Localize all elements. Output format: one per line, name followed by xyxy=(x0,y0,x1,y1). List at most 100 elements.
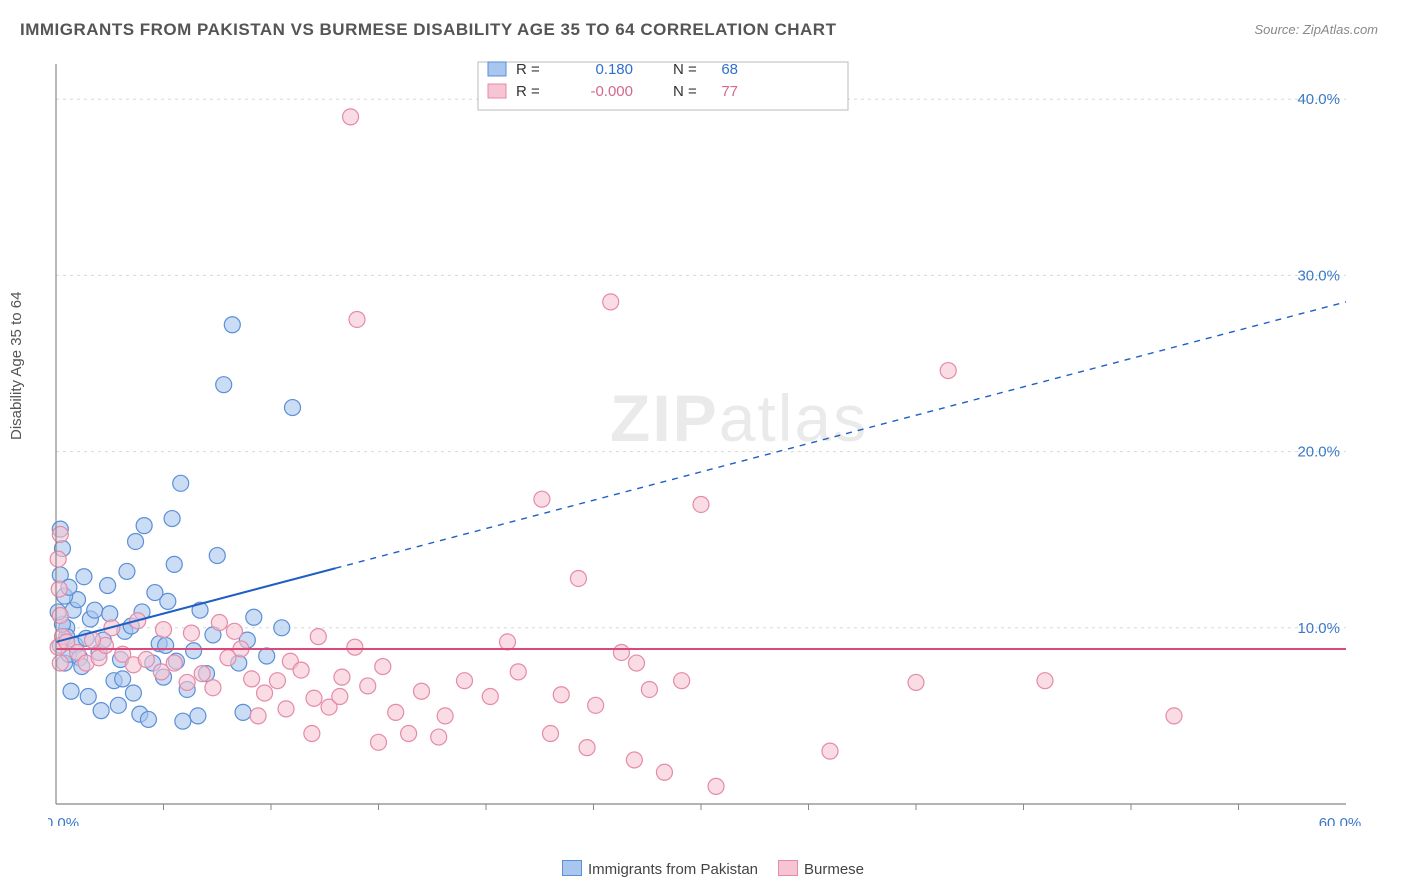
data-point xyxy=(166,655,182,671)
data-point xyxy=(226,623,242,639)
y-tick-label: 20.0% xyxy=(1297,444,1340,461)
legend-n-value: 77 xyxy=(721,83,738,100)
data-point xyxy=(510,664,526,680)
data-point xyxy=(437,708,453,724)
data-point xyxy=(482,689,498,705)
data-point xyxy=(332,689,348,705)
data-point xyxy=(119,563,135,579)
data-point xyxy=(274,620,290,636)
data-point xyxy=(674,673,690,689)
data-point xyxy=(186,643,202,659)
data-point xyxy=(138,652,154,668)
chart-svg: 10.0%20.0%30.0%40.0%0.0%60.0%R =0.180N =… xyxy=(48,56,1378,826)
y-tick-label: 10.0% xyxy=(1297,620,1340,637)
data-point xyxy=(246,609,262,625)
data-point xyxy=(579,740,595,756)
legend-r-value: -0.000 xyxy=(590,83,633,100)
data-point xyxy=(603,294,619,310)
data-point xyxy=(693,496,709,512)
data-point xyxy=(52,607,68,623)
data-point xyxy=(179,674,195,690)
data-point xyxy=(641,681,657,697)
x-tick-label: 0.0% xyxy=(48,815,79,826)
data-point xyxy=(388,704,404,720)
data-point xyxy=(626,752,642,768)
data-point xyxy=(371,734,387,750)
data-point xyxy=(128,533,144,549)
data-point xyxy=(100,578,116,594)
data-point xyxy=(570,570,586,586)
data-point xyxy=(822,743,838,759)
data-point xyxy=(52,655,68,671)
legend-swatch xyxy=(488,84,506,98)
x-tick-label: 60.0% xyxy=(1319,815,1362,826)
data-point xyxy=(347,639,363,655)
data-point xyxy=(205,680,221,696)
data-point xyxy=(136,518,152,534)
source-attribution: Source: ZipAtlas.com xyxy=(1254,22,1378,37)
legend-label: Burmese xyxy=(804,861,864,878)
data-point xyxy=(76,569,92,585)
data-point xyxy=(457,673,473,689)
data-point xyxy=(343,109,359,125)
data-point xyxy=(431,729,447,745)
data-point xyxy=(183,625,199,641)
data-point xyxy=(115,671,131,687)
data-point xyxy=(908,674,924,690)
data-point xyxy=(414,683,430,699)
data-point xyxy=(140,711,156,727)
data-point xyxy=(259,648,275,664)
data-point xyxy=(588,697,604,713)
data-point xyxy=(1037,673,1053,689)
data-point xyxy=(613,644,629,660)
data-point xyxy=(211,615,227,631)
data-point xyxy=(500,634,516,650)
data-point xyxy=(93,703,109,719)
data-point xyxy=(52,526,68,542)
data-point xyxy=(306,690,322,706)
legend-swatch xyxy=(778,860,798,876)
data-point xyxy=(304,726,320,742)
data-point xyxy=(285,400,301,416)
data-point xyxy=(51,581,67,597)
data-point xyxy=(173,475,189,491)
data-point xyxy=(147,585,163,601)
data-point xyxy=(224,317,240,333)
data-point xyxy=(63,683,79,699)
data-point xyxy=(278,701,294,717)
data-point xyxy=(156,622,172,638)
data-point xyxy=(1166,708,1182,724)
data-point xyxy=(164,511,180,527)
data-point xyxy=(125,685,141,701)
data-point xyxy=(50,551,66,567)
legend-r-label: R = xyxy=(516,61,540,78)
data-point xyxy=(629,655,645,671)
data-point xyxy=(360,678,376,694)
data-point xyxy=(190,708,206,724)
data-point xyxy=(310,629,326,645)
data-point xyxy=(250,708,266,724)
data-point xyxy=(80,689,96,705)
correlation-chart: 10.0%20.0%30.0%40.0%0.0%60.0%R =0.180N =… xyxy=(48,56,1378,826)
legend-swatch xyxy=(562,860,582,876)
data-point xyxy=(543,726,559,742)
data-point xyxy=(175,713,191,729)
data-point xyxy=(87,602,103,618)
data-point xyxy=(708,778,724,794)
legend-r-label: R = xyxy=(516,83,540,100)
page-title: IMMIGRANTS FROM PAKISTAN VS BURMESE DISA… xyxy=(20,20,836,40)
y-tick-label: 30.0% xyxy=(1297,267,1340,284)
legend-n-value: 68 xyxy=(721,61,738,78)
data-point xyxy=(375,659,391,675)
data-point xyxy=(940,363,956,379)
data-point xyxy=(269,673,285,689)
data-point xyxy=(194,666,210,682)
y-tick-label: 40.0% xyxy=(1297,91,1340,108)
legend-n-label: N = xyxy=(673,61,697,78)
data-point xyxy=(110,697,126,713)
legend-n-label: N = xyxy=(673,83,697,100)
data-point xyxy=(257,685,273,701)
legend-swatch xyxy=(488,62,506,76)
data-point xyxy=(293,662,309,678)
legend-label: Immigrants from Pakistan xyxy=(588,861,758,878)
